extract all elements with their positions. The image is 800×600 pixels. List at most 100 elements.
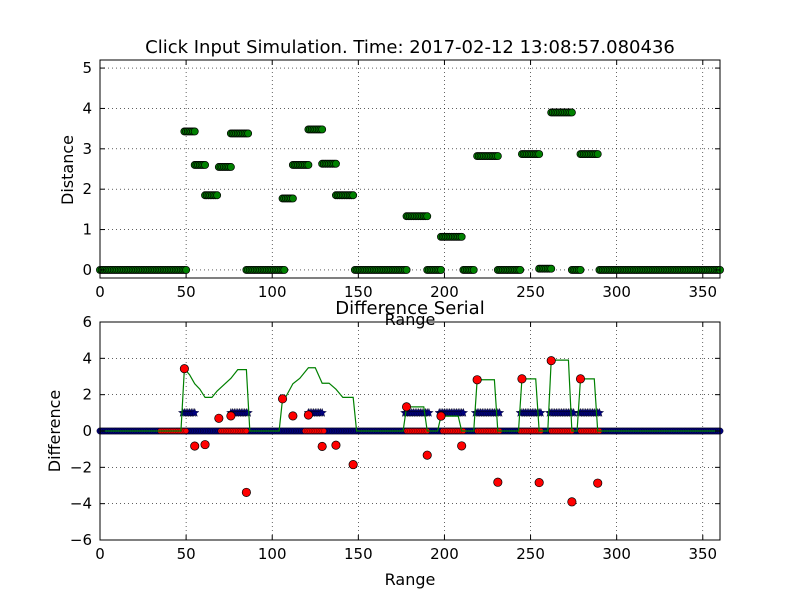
x-tick-label: 150 — [344, 283, 373, 301]
x-tick-label: 200 — [430, 545, 459, 563]
difference-point — [422, 450, 432, 460]
click-zero-marker — [321, 428, 327, 434]
difference-point — [493, 477, 503, 487]
distance-panel: 0 50 100 150 200 250 300 350 0 1 2 3 4 5 Click Input S… — [58, 37, 724, 329]
distance-point — [280, 265, 289, 274]
x-tick-label: 250 — [516, 283, 545, 301]
difference-chart-title: Difference Serial — [335, 298, 484, 319]
distance-point — [437, 265, 445, 274]
difference-point — [303, 410, 313, 420]
distance-x-axis-label: Range — [385, 310, 436, 329]
x-tick-label: 100 — [258, 545, 287, 563]
difference-point — [593, 478, 603, 488]
difference-point — [575, 374, 586, 384]
difference-point — [288, 411, 298, 421]
x-tick-label: 100 — [258, 283, 287, 301]
y-tick-label: −6 — [70, 531, 92, 549]
difference-point — [179, 364, 189, 374]
distance-point — [547, 264, 556, 273]
difference-point — [331, 440, 341, 450]
click-zero-marker — [183, 428, 189, 434]
difference-point — [517, 374, 527, 384]
difference-point — [200, 440, 210, 450]
click-zero-marker — [243, 428, 250, 434]
distance-point — [593, 150, 602, 159]
x-tick-label: 300 — [602, 283, 631, 301]
y-tick-label: −2 — [70, 458, 92, 476]
distance-point — [349, 191, 358, 200]
difference-point — [402, 402, 412, 412]
difference-point — [472, 375, 482, 385]
y-tick-label: −4 — [70, 495, 92, 513]
difference-point — [190, 441, 200, 451]
y-tick-label: 2 — [82, 386, 92, 404]
distance-point — [213, 191, 222, 200]
distance-point — [182, 265, 191, 274]
distance-y-axis-label: Distance — [58, 135, 77, 205]
distance-chart-title: Click Input Simulation. Time: 2017-02-12… — [145, 37, 675, 58]
difference-point — [534, 478, 544, 488]
plot-area — [96, 322, 724, 540]
distance-point — [318, 125, 327, 134]
x-tick-label: 150 — [344, 545, 373, 563]
difference-point — [241, 487, 251, 497]
difference-axes-frame — [99, 321, 721, 541]
distance-point — [331, 159, 340, 168]
flag-star-marker — [424, 407, 434, 417]
distance-point — [576, 265, 585, 274]
difference-point — [214, 413, 224, 423]
flag-star-marker — [317, 407, 327, 417]
y-tick-label: 4 — [82, 349, 92, 367]
x-tick-label: 50 — [177, 283, 196, 301]
y-tick-label: 0 — [82, 422, 92, 440]
x-tick-label: 250 — [516, 545, 545, 563]
difference-point — [436, 411, 446, 421]
distance-point — [535, 150, 544, 159]
distance-axes-frame — [99, 59, 721, 279]
distance-point — [402, 265, 411, 274]
y-tick-label: 0 — [82, 261, 92, 279]
flag-star-marker — [458, 407, 469, 417]
x-tick-label: 350 — [688, 283, 717, 301]
distance-point — [423, 212, 432, 221]
difference-point — [348, 460, 358, 470]
x-tick-label: 0 — [95, 283, 105, 301]
y-tick-label: 6 — [82, 313, 92, 331]
difference-point — [546, 356, 556, 366]
distance-line — [100, 359, 720, 432]
x-tick-label: 50 — [177, 545, 196, 563]
flag-star-marker — [190, 407, 200, 417]
difference-y-axis-label: Difference — [45, 390, 64, 472]
distance-point — [457, 232, 466, 241]
x-tick-label: 0 — [95, 545, 105, 563]
distance-point — [244, 129, 253, 138]
x-tick-label: 300 — [602, 545, 631, 563]
distance-point — [516, 265, 525, 274]
x-tick-label: 200 — [430, 283, 459, 301]
y-tick-label: 4 — [82, 99, 92, 117]
distance-point — [201, 161, 210, 169]
distance-point — [493, 152, 502, 161]
distance-point — [469, 265, 478, 274]
difference-point — [317, 441, 327, 451]
difference-point — [457, 441, 467, 451]
distance-point — [190, 127, 199, 136]
distance-point — [226, 163, 235, 171]
plot-area — [96, 60, 724, 278]
distance-point — [567, 108, 576, 117]
x-tick-label: 350 — [688, 545, 717, 563]
difference-x-axis-label: Range — [385, 570, 436, 589]
difference-point — [567, 497, 577, 507]
difference-point — [278, 394, 288, 404]
distance-point — [288, 194, 297, 203]
difference-point — [226, 411, 236, 421]
y-tick-label: 3 — [82, 140, 92, 158]
y-tick-label: 2 — [82, 180, 92, 198]
distance-point — [304, 161, 313, 169]
y-tick-label: 5 — [82, 59, 92, 77]
flag-star-marker — [243, 407, 253, 417]
difference-panel: 0 50 100 150 200 250 300 350 −6 −4 −2 0 2 4 6 Differenc… — [45, 298, 724, 589]
y-tick-label: 1 — [82, 221, 92, 239]
